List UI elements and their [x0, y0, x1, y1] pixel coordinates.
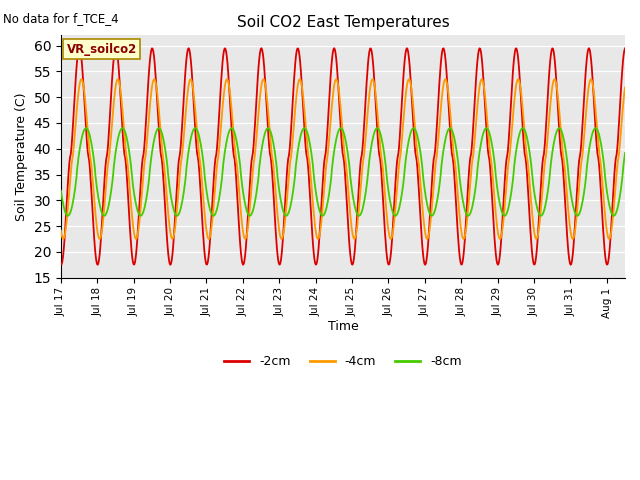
- X-axis label: Time: Time: [328, 320, 358, 334]
- Text: No data for f_TCE_4: No data for f_TCE_4: [3, 12, 119, 25]
- Text: VR_soilco2: VR_soilco2: [67, 43, 137, 56]
- Legend: -2cm, -4cm, -8cm: -2cm, -4cm, -8cm: [220, 350, 467, 373]
- Title: Soil CO2 East Temperatures: Soil CO2 East Temperatures: [237, 15, 449, 30]
- Y-axis label: Soil Temperature (C): Soil Temperature (C): [15, 92, 28, 221]
